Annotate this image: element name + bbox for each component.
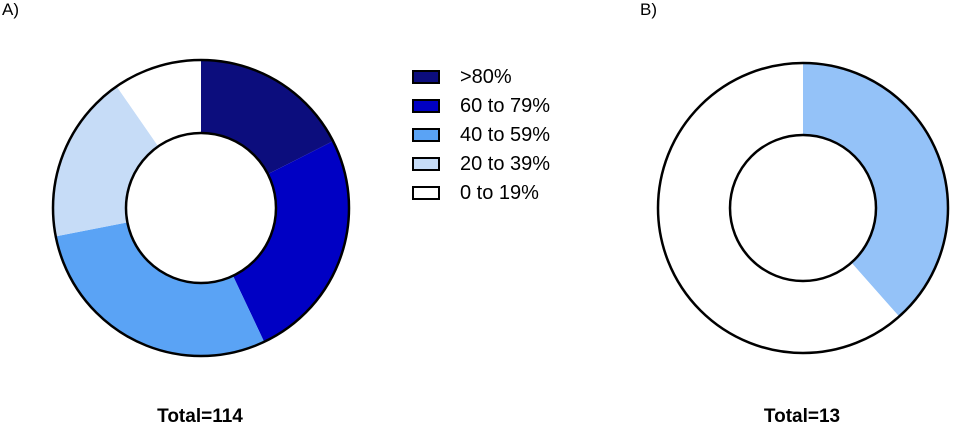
legend-item: 40 to 59% — [412, 120, 550, 149]
legend-label: >80% — [460, 65, 512, 88]
legend-swatch — [412, 98, 440, 113]
donut-outer-ring — [656, 61, 950, 355]
total-label-a: Total=114 — [157, 406, 243, 427]
legend-swatch — [412, 127, 440, 142]
donut-chart-a — [51, 58, 351, 358]
legend-label: 40 to 59% — [460, 123, 551, 146]
donut-hole — [728, 133, 878, 283]
legend-swatch — [412, 185, 440, 200]
donut-hole — [124, 131, 278, 285]
legend-label: 0 to 19% — [460, 181, 539, 204]
total-label-b: Total=13 — [763, 406, 841, 427]
legend-item: 0 to 19% — [412, 178, 550, 207]
legend-swatch — [412, 69, 440, 84]
legend-item: 20 to 39% — [412, 149, 550, 178]
legend: >80% 60 to 79% 40 to 59% 20 to 39% 0 to … — [412, 62, 550, 207]
legend-label: 60 to 79% — [460, 94, 551, 117]
legend-label: 20 to 39% — [460, 152, 551, 175]
donut-slice — [116, 60, 201, 147]
donut-slice — [803, 63, 948, 317]
panel-label-b: B) — [640, 0, 657, 19]
panel-label-a: A) — [2, 0, 19, 19]
donut-slice — [657, 63, 900, 353]
legend-swatch — [412, 156, 440, 171]
donut-outer-ring — [51, 58, 351, 358]
donut-chart-b — [656, 61, 950, 355]
legend-item: >80% — [412, 62, 550, 91]
legend-item: 60 to 79% — [412, 91, 550, 120]
donut-slice — [201, 60, 334, 175]
donut-slice — [233, 141, 349, 342]
